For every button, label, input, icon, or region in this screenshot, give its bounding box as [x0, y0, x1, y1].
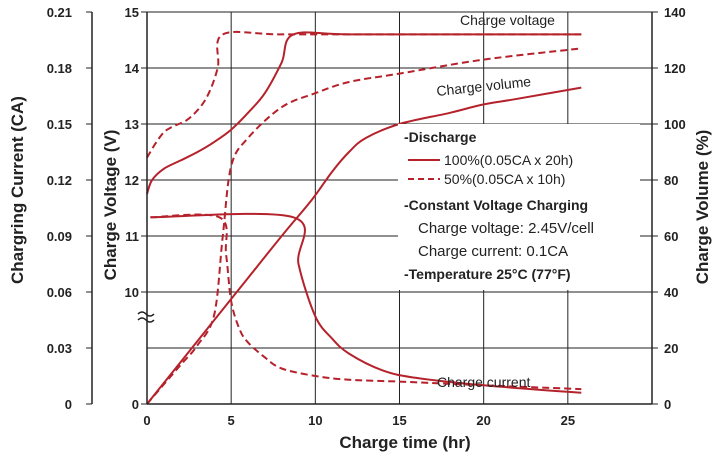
current-tick-label: 0.12 — [47, 173, 72, 188]
axes — [91, 12, 653, 405]
legend-background — [398, 124, 640, 290]
current-tick-label: 0.03 — [47, 341, 72, 356]
legend-cv-title: -Constant Voltage Charging — [404, 197, 588, 213]
x-axis-title: Charge time (hr) — [339, 433, 470, 452]
voltage-tick-label: 15 — [125, 5, 139, 20]
volume-tick-label: 120 — [664, 61, 686, 76]
current-tick-label: 0.15 — [47, 117, 72, 132]
charge-voltage-dashed-line — [146, 30, 582, 159]
charge-volume-dashed-line — [146, 47, 582, 405]
voltage-tick-label: 12 — [125, 173, 139, 188]
x-tick-label: 20 — [476, 413, 490, 428]
y-axis-title-voltage: Charge Voltage (V) — [101, 130, 120, 281]
legend-cv-voltage: Charge voltage: 2.45V/cell — [418, 220, 594, 237]
x-tick-label: 0 — [143, 413, 150, 428]
voltage-tick-label: 0 — [132, 397, 139, 412]
legend-solid-label: 100%(0.05CA x 20h) — [444, 152, 573, 168]
current-tick-label: 0.21 — [47, 5, 72, 20]
current-tick-label: 0.06 — [47, 285, 72, 300]
label-charge-voltage: Charge voltage — [460, 12, 555, 28]
volume-tick-label: 40 — [664, 285, 678, 300]
charge-volume-solid-line — [146, 86, 582, 405]
x-tick-label: 25 — [561, 413, 575, 428]
x-tick-label: 5 — [228, 413, 235, 428]
tick-labels: 0 5 10 15 20 25 0 0.03 0.06 0.09 0.12 0.15 0.18 0.21 0… — [47, 5, 686, 428]
current-tick-label: 0.18 — [47, 61, 72, 76]
current-tick-label: 0.09 — [47, 229, 72, 244]
volume-tick-label: 20 — [664, 341, 678, 356]
volume-tick-label: 100 — [664, 117, 686, 132]
volume-tick-label: 60 — [664, 229, 678, 244]
legend-cv-current: Charge current: 0.1CA — [418, 243, 568, 260]
x-tick-label: 15 — [392, 413, 406, 428]
volume-tick-label: 80 — [664, 173, 678, 188]
label-charge-current: Charge current — [437, 374, 530, 390]
legend-discharge-title: -Discharge — [404, 129, 477, 145]
voltage-tick-label: 10 — [125, 285, 139, 300]
axis-break-mark — [137, 317, 155, 323]
current-tick-label: 0 — [65, 397, 72, 412]
y-axis-title-volume: Charge Volume (%) — [693, 130, 712, 285]
voltage-tick-label: 14 — [125, 61, 140, 76]
voltage-tick-label: 13 — [125, 117, 139, 132]
charge-current-dashed-line — [150, 213, 582, 391]
legend: -Discharge 100%(0.05CA x 20h) 50%(0.05CA… — [398, 124, 640, 290]
x-tick-label: 10 — [308, 413, 322, 428]
curves — [146, 30, 582, 405]
voltage-tick-label: 11 — [125, 229, 139, 244]
y-axis-title-current: Chargring Current (CA) — [8, 96, 27, 284]
volume-tick-label: 140 — [664, 5, 686, 20]
legend-temperature: -Temperature 25°C (77°F) — [404, 266, 571, 282]
charge-current-solid-line — [150, 212, 582, 394]
legend-dashed-label: 50%(0.05CA x 10h) — [444, 171, 565, 187]
volume-tick-label: 0 — [664, 397, 671, 412]
axis-break-mark — [137, 311, 155, 317]
